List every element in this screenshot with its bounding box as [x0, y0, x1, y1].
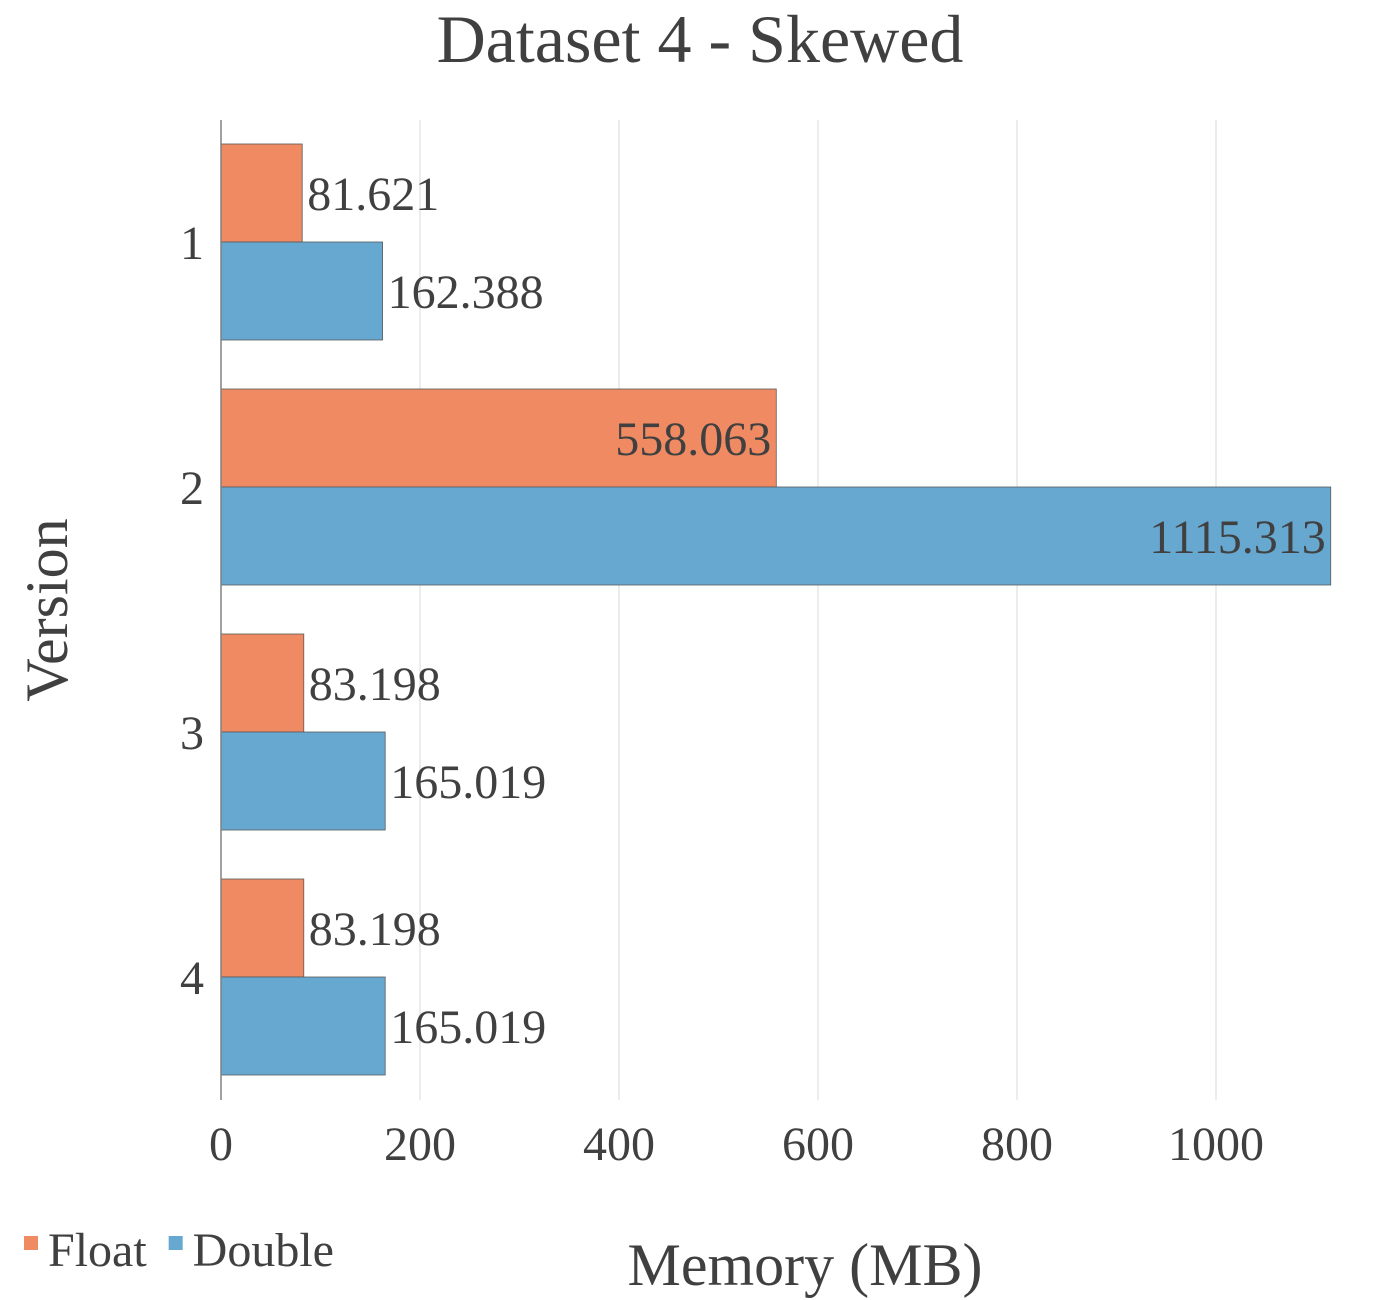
data-label-double-version-1: 162.388 — [388, 266, 544, 319]
bar-float-version-4 — [220, 878, 305, 978]
category-label-2: 2 — [180, 462, 204, 515]
data-label-float-version-3: 83.198 — [309, 658, 441, 711]
bar-double-version-2 — [220, 486, 1332, 586]
legend-label-float: Float — [48, 1224, 147, 1277]
chart-title: Dataset 4 - Skewed — [437, 1, 964, 77]
category-label-1: 1 — [180, 217, 204, 270]
x-axis-title: Memory (MB) — [628, 1232, 983, 1298]
data-label-double-version-4: 165.019 — [390, 1001, 546, 1054]
data-label-float-version-2: 558.063 — [615, 413, 771, 466]
x-tick-labels: 0 200 400 600 800 1000 — [209, 1118, 1264, 1171]
data-label-double-version-2: 1115.313 — [1149, 511, 1325, 564]
category-label-3: 3 — [180, 707, 204, 760]
bar-double-version-1 — [220, 241, 383, 341]
x-tick-label: 400 — [583, 1118, 655, 1171]
category-labels: 1 2 3 4 — [180, 217, 204, 1005]
gridlines — [419, 120, 1217, 1100]
legend-label-double: Double — [193, 1224, 334, 1277]
legend-swatch-double — [168, 1236, 183, 1250]
x-tick-label: 0 — [209, 1118, 233, 1171]
bar-float-version-3 — [220, 633, 305, 733]
x-tick-label: 600 — [782, 1118, 854, 1171]
legend-swatch-float — [24, 1236, 38, 1250]
y-axis-title: Version — [14, 518, 80, 701]
data-label-double-version-3: 165.019 — [390, 756, 546, 809]
bar-float-version-1 — [220, 143, 303, 243]
x-tick-label: 800 — [981, 1118, 1053, 1171]
bar-float-version-2 — [220, 388, 777, 488]
x-tick-label: 1000 — [1168, 1118, 1264, 1171]
x-tick-label: 200 — [384, 1118, 456, 1171]
legend: Float Double — [24, 1224, 334, 1277]
data-labels: 81.621 162.388 558.063 1115.313 83.198 165.01… — [307, 168, 1326, 1054]
bars — [220, 143, 1332, 1076]
category-label-4: 4 — [180, 952, 204, 1005]
data-label-float-version-4: 83.198 — [309, 903, 441, 956]
data-label-float-version-1: 81.621 — [307, 168, 439, 221]
bar-double-version-4 — [220, 976, 386, 1076]
bar-double-version-3 — [220, 731, 386, 831]
